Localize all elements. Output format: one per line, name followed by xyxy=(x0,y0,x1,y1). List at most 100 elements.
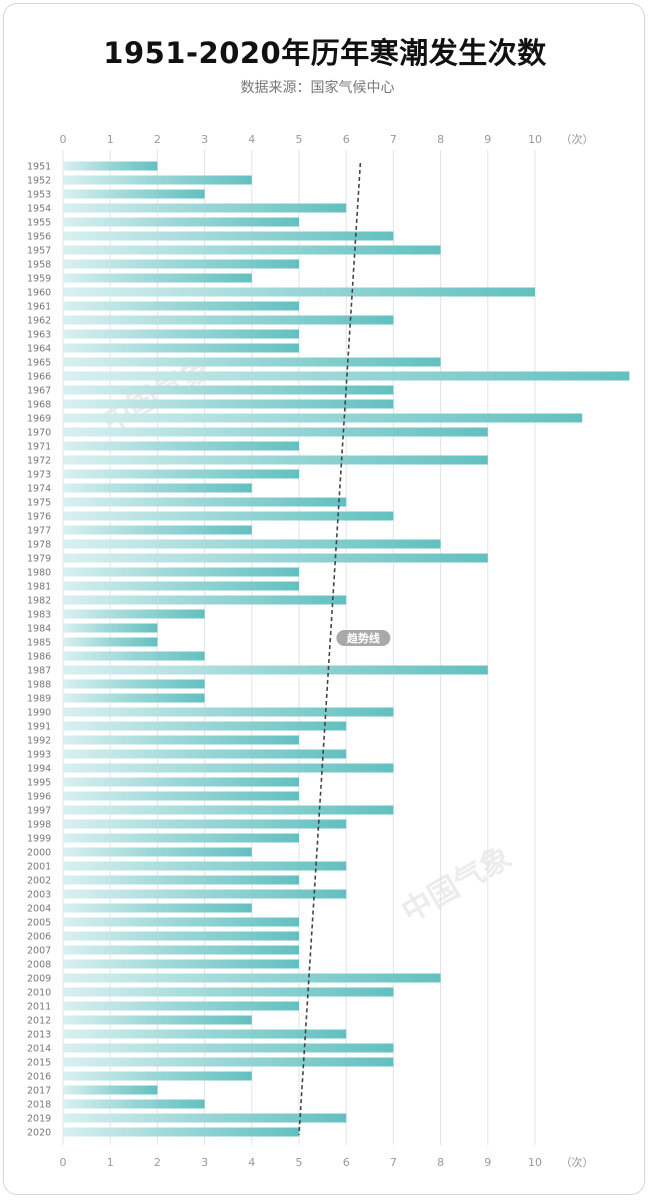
bar xyxy=(63,539,441,549)
x-tick-label-bottom: 3 xyxy=(201,1156,208,1169)
year-label: 1970 xyxy=(27,428,51,439)
trend-label: 趋势线 xyxy=(347,631,380,645)
bar xyxy=(63,791,299,801)
unit-label-top: （次） xyxy=(561,132,594,146)
bar xyxy=(63,665,488,675)
x-tick-label-top: 1 xyxy=(107,133,114,146)
year-label: 1982 xyxy=(27,596,51,607)
x-tick-label-top: 5 xyxy=(296,133,303,146)
year-label: 2004 xyxy=(27,904,51,915)
bar xyxy=(63,1057,394,1067)
year-label: 1953 xyxy=(27,190,51,201)
year-label: 1973 xyxy=(27,470,51,481)
year-label: 1986 xyxy=(27,652,51,663)
year-label: 1957 xyxy=(27,246,51,257)
bar xyxy=(63,833,299,843)
year-label: 1987 xyxy=(27,666,51,677)
bar xyxy=(63,889,347,899)
x-tick-label-bottom: 8 xyxy=(437,1156,444,1169)
year-label: 1971 xyxy=(27,442,51,453)
bar xyxy=(63,315,394,325)
year-label: 2006 xyxy=(27,932,51,943)
x-tick-label-bottom: 6 xyxy=(343,1156,350,1169)
year-label: 1994 xyxy=(27,764,51,775)
bar xyxy=(63,1085,158,1095)
year-label: 1996 xyxy=(27,792,51,803)
year-label: 2019 xyxy=(27,1114,51,1125)
bar xyxy=(63,945,299,955)
bar xyxy=(63,175,252,185)
year-label: 2010 xyxy=(27,988,51,999)
year-label: 1954 xyxy=(27,204,51,215)
unit-label-bottom: （次） xyxy=(561,1155,594,1169)
year-label: 1968 xyxy=(27,400,51,411)
bar xyxy=(63,329,299,339)
bar xyxy=(63,679,205,689)
bar xyxy=(63,231,394,241)
year-label: 1989 xyxy=(27,694,51,705)
year-label: 2003 xyxy=(27,890,51,901)
x-tick-label-bottom: 10 xyxy=(528,1156,542,1169)
year-label: 1955 xyxy=(27,218,51,229)
x-tick-label-top: 2 xyxy=(154,133,161,146)
x-tick-label-bottom: 5 xyxy=(296,1156,303,1169)
bar xyxy=(63,553,488,563)
bar xyxy=(63,1001,299,1011)
bar xyxy=(63,483,252,493)
image-frame xyxy=(3,3,645,1195)
year-label: 2001 xyxy=(27,862,51,873)
bar xyxy=(63,301,299,311)
year-label: 1995 xyxy=(27,778,51,789)
bar xyxy=(63,427,488,437)
bar xyxy=(63,497,347,507)
year-label: 1977 xyxy=(27,526,51,537)
year-label: 1963 xyxy=(27,330,51,341)
bar xyxy=(63,637,158,647)
x-tick-label-bottom: 9 xyxy=(484,1156,491,1169)
year-label: 2013 xyxy=(27,1030,51,1041)
year-label: 1991 xyxy=(27,722,51,733)
year-label: 1979 xyxy=(27,554,51,565)
year-label: 1967 xyxy=(27,386,51,397)
year-label: 1972 xyxy=(27,456,51,467)
year-label: 1966 xyxy=(27,372,51,383)
year-label: 1997 xyxy=(27,806,51,817)
bar xyxy=(63,693,205,703)
year-label: 2005 xyxy=(27,918,51,929)
bar xyxy=(63,1071,252,1081)
year-label: 2002 xyxy=(27,876,51,887)
x-tick-label-top: 4 xyxy=(248,133,255,146)
bar xyxy=(63,1015,252,1025)
bar xyxy=(63,861,347,871)
bar xyxy=(63,987,394,997)
x-tick-label-top: 0 xyxy=(60,133,67,146)
bar xyxy=(63,805,394,815)
year-label: 1984 xyxy=(27,624,51,635)
bar xyxy=(63,245,441,255)
bar xyxy=(63,623,158,633)
bar xyxy=(63,1099,205,1109)
bar xyxy=(63,259,299,269)
bar xyxy=(63,357,441,367)
year-label: 2009 xyxy=(27,974,51,985)
bar xyxy=(63,595,347,605)
bar xyxy=(63,749,347,759)
year-label: 1983 xyxy=(27,610,51,621)
bar xyxy=(63,161,158,171)
bar xyxy=(63,959,299,969)
bar xyxy=(63,273,252,283)
bar xyxy=(63,581,299,591)
year-label: 1993 xyxy=(27,750,51,761)
bar xyxy=(63,903,252,913)
bar xyxy=(63,203,347,213)
year-label: 1958 xyxy=(27,260,51,271)
x-tick-label-top: 7 xyxy=(390,133,397,146)
year-label: 1975 xyxy=(27,498,51,509)
year-label: 1992 xyxy=(27,736,51,747)
bar xyxy=(63,441,299,451)
bar xyxy=(63,343,299,353)
x-tick-label-top: 10 xyxy=(528,133,542,146)
year-label: 1981 xyxy=(27,582,51,593)
bar xyxy=(63,567,299,577)
